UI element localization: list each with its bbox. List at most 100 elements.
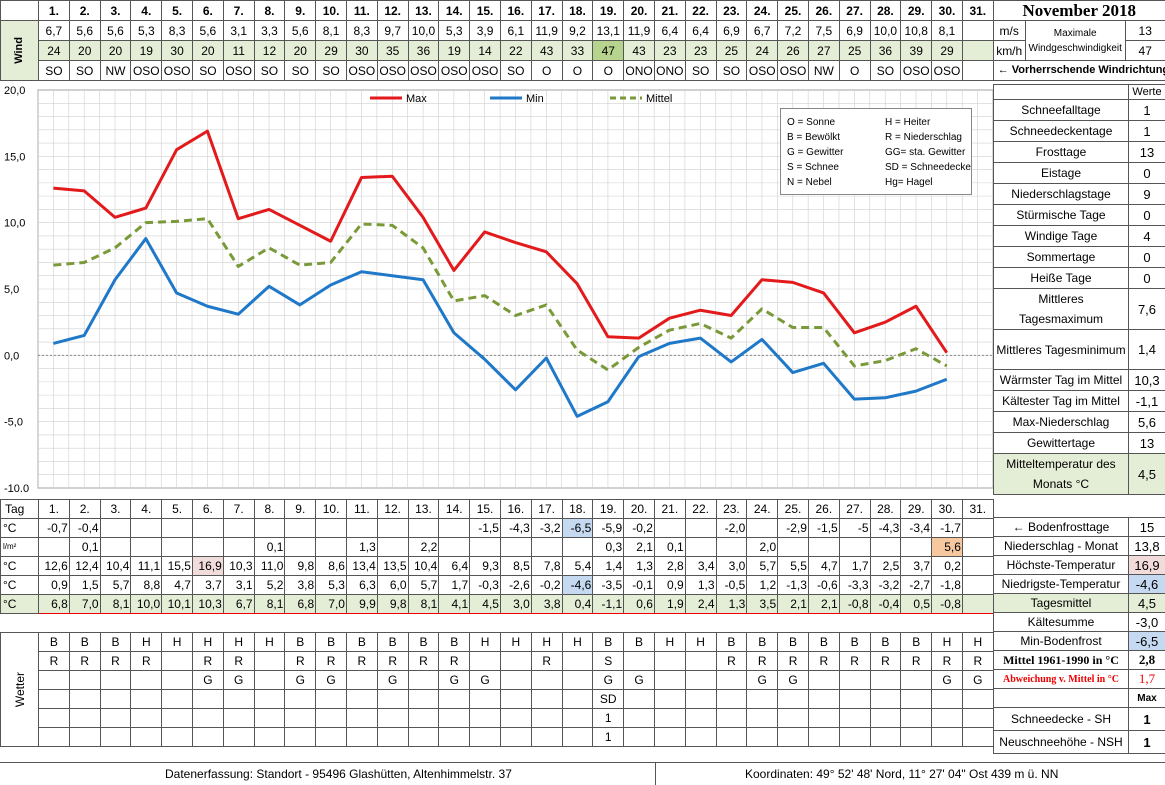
min-temp-cell: -0,5 xyxy=(716,576,747,595)
weather-code-cell xyxy=(223,709,254,728)
weather-code-cell xyxy=(346,709,377,728)
day-header: 24. xyxy=(747,500,778,519)
wind-direction-cell: O xyxy=(593,61,624,81)
ground-frost-cell xyxy=(223,519,254,538)
bottom-summary-value: 15 xyxy=(1129,518,1165,537)
precipitation-cell xyxy=(100,538,131,557)
day-header: 13. xyxy=(408,1,439,21)
wind-ms-cell: 13,1 xyxy=(593,21,624,41)
wind-table: 1.2.3.4.5.6.7.8.9.10.11.12.13.14.15.16.1… xyxy=(0,0,1165,81)
weather-code-cell xyxy=(716,728,747,747)
ground-frost-cell xyxy=(192,519,223,538)
ground-frost-cell: -0,4 xyxy=(69,519,100,538)
weather-code-cell xyxy=(500,652,531,671)
weather-code-cell xyxy=(531,709,562,728)
weather-code-cell xyxy=(69,728,100,747)
mean-temp-cell: 9,8 xyxy=(377,595,408,614)
day-header: 20. xyxy=(624,500,655,519)
summary-value: 7,6 xyxy=(1129,289,1165,330)
bottom-summary-value: 1 xyxy=(1129,731,1165,754)
min-temp-cell: 1,7 xyxy=(439,576,470,595)
max-temp-cell: 3,7 xyxy=(901,557,932,576)
summary-value: 0 xyxy=(1129,163,1165,184)
weather-code-cell xyxy=(870,728,901,747)
weather-code-cell xyxy=(346,690,377,709)
ground-frost-cell xyxy=(654,519,685,538)
ground-frost-cell: -5 xyxy=(839,519,870,538)
weather-code-cell xyxy=(654,690,685,709)
month-title: November 2018 xyxy=(993,1,1165,21)
precipitation-cell xyxy=(500,538,531,557)
weather-code-cell xyxy=(624,728,655,747)
weather-code-cell: R xyxy=(100,652,131,671)
weather-code-cell xyxy=(562,690,593,709)
day-header: 22. xyxy=(685,500,716,519)
summary-value: 5,6 xyxy=(1129,412,1165,433)
weather-code-cell xyxy=(962,690,993,709)
legend-code-entry: S = Schnee xyxy=(787,160,843,175)
min-temp-cell: -3,5 xyxy=(593,576,624,595)
max-temp-cell: 12,6 xyxy=(39,557,70,576)
precipitation-cell xyxy=(808,538,839,557)
wind-kmh-cell: 11 xyxy=(223,41,254,61)
footer-location: Datenerfassung: Standort - 95496 Glashüt… xyxy=(165,767,512,781)
mean-temp-cell: 1,3 xyxy=(716,595,747,614)
wind-ms-cell: 6,7 xyxy=(39,21,70,41)
min-temp-cell: 3,1 xyxy=(223,576,254,595)
ground-frost-cell xyxy=(316,519,347,538)
weather-code-cell xyxy=(377,690,408,709)
day-header: 5. xyxy=(162,1,193,21)
legend-code-entry: H = Heiter xyxy=(885,115,971,130)
wind-kmh-cell: 29 xyxy=(932,41,963,61)
bottom-summary-label xyxy=(994,689,1129,708)
bottom-summary-label: Abweichung v. Mittel in °C xyxy=(994,670,1129,689)
day-header: 5. xyxy=(162,500,193,519)
corner-cell xyxy=(1,1,39,21)
day-header: 19. xyxy=(593,1,624,21)
day-header: 15. xyxy=(470,1,501,21)
max-temp-cell: 2,8 xyxy=(654,557,685,576)
wind-ms-cell: 10,0 xyxy=(870,21,901,41)
summary-value: 1 xyxy=(1129,121,1165,142)
weather-code-cell: B xyxy=(408,633,439,652)
summary-value: -1,1 xyxy=(1129,391,1165,412)
max-temp-cell: 12,4 xyxy=(69,557,100,576)
ground-frost-cell: -2,9 xyxy=(778,519,809,538)
ground-frost-cell xyxy=(285,519,316,538)
day-header: 17. xyxy=(531,1,562,21)
min-temp-cell: 8,8 xyxy=(131,576,162,595)
wind-ms-cell: 11,9 xyxy=(531,21,562,41)
wind-ms-cell: 11,9 xyxy=(624,21,655,41)
day-header: 4. xyxy=(131,500,162,519)
mean-temp-cell: 10,1 xyxy=(162,595,193,614)
max-temp-cell: 13,5 xyxy=(377,557,408,576)
weather-code-cell: B xyxy=(870,633,901,652)
weather-code-cell xyxy=(162,652,193,671)
bottom-summary-value: 2,8 xyxy=(1129,651,1165,670)
wind-ms-cell: 5,6 xyxy=(69,21,100,41)
summary-row: Kältester Tag im Mittel-1,1 xyxy=(994,391,1165,412)
weather-code-cell: R xyxy=(316,652,347,671)
weather-code-cell xyxy=(716,671,747,690)
wind-kmh-cell: 26 xyxy=(778,41,809,61)
precipitation-cell xyxy=(778,538,809,557)
min-temp-cell: 5,7 xyxy=(100,576,131,595)
day-header: 12. xyxy=(377,500,408,519)
day-header: 23. xyxy=(716,500,747,519)
ground-frost-cell: -2,0 xyxy=(716,519,747,538)
min-temp-cell: 5,2 xyxy=(254,576,285,595)
weather-code-cell: R xyxy=(346,652,377,671)
weather-code-cell: H xyxy=(962,633,993,652)
max-wind-label: Maximale Windgeschwindigkeit xyxy=(1025,21,1125,61)
summary-label: Mittleres Tagesmaximum xyxy=(994,289,1129,330)
weather-code-cell xyxy=(192,728,223,747)
wind-ms-cell: 6,9 xyxy=(716,21,747,41)
weather-code-cell xyxy=(254,671,285,690)
max-temp-cell: 1,7 xyxy=(839,557,870,576)
mean-temp-cell: 2,1 xyxy=(808,595,839,614)
